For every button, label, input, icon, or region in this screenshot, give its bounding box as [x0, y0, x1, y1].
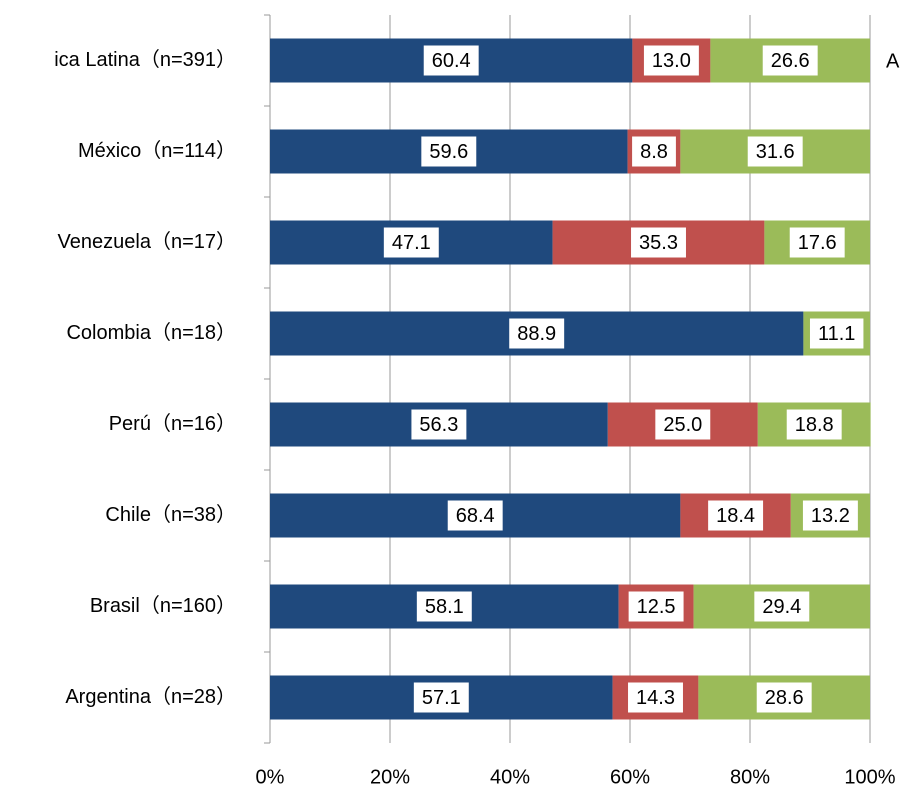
- value-label: 88.9: [517, 323, 556, 345]
- value-label: 18.8: [795, 414, 834, 436]
- value-label: 12.5: [637, 596, 676, 618]
- x-tick-label: 0%: [256, 766, 285, 788]
- value-label-box: [655, 409, 711, 440]
- value-label: 57.1: [422, 687, 461, 709]
- value-label: 14.3: [636, 687, 675, 709]
- value-label-box: [789, 227, 845, 258]
- value-label: 13.2: [811, 505, 850, 527]
- value-label: 56.3: [419, 414, 458, 436]
- value-label-box: [747, 136, 803, 167]
- value-label-box: [509, 318, 565, 349]
- y-tick-label: México（n=114）: [78, 139, 236, 162]
- value-label: 8.8: [640, 141, 668, 163]
- value-label: 18.4: [716, 505, 755, 527]
- value-label: 25.0: [663, 414, 702, 436]
- value-label: 31.6: [756, 141, 795, 163]
- y-tick-label: Perú（n=16）: [109, 412, 236, 435]
- value-label: 58.1: [425, 596, 464, 618]
- value-label-box: [708, 500, 764, 531]
- value-label-box: [802, 500, 858, 531]
- value-label: 11.1: [818, 323, 855, 345]
- y-tick-label: Colombia（n=18）: [66, 321, 236, 344]
- y-tick-label: Chile（n=38）: [105, 503, 236, 526]
- x-tick-label: 100%: [844, 766, 895, 788]
- y-tick-label: Brasil（n=160）: [90, 594, 236, 617]
- x-tick-label: 40%: [490, 766, 530, 788]
- value-label: 26.6: [771, 50, 810, 72]
- value-label-box: [809, 318, 864, 349]
- value-label-box: [628, 682, 683, 713]
- value-label-box: [421, 136, 477, 167]
- value-label: 29.4: [762, 596, 801, 618]
- value-label-box: [754, 591, 810, 622]
- value-label-box: [411, 409, 467, 440]
- value-label-box: [632, 136, 676, 167]
- value-label: 47.1: [392, 232, 431, 254]
- value-label-box: [413, 682, 469, 713]
- value-label-box: [631, 227, 686, 258]
- value-label: 60.4: [432, 50, 471, 72]
- x-tick-label: 80%: [730, 766, 770, 788]
- value-label: 59.6: [429, 141, 468, 163]
- y-tick-label: Argentina（n=28）: [65, 685, 236, 708]
- value-label: 68.4: [456, 505, 495, 527]
- value-label: 13.0: [652, 50, 691, 72]
- value-label-box: [762, 45, 818, 76]
- x-tick-label: 20%: [370, 766, 410, 788]
- y-tick-label: ica Latina（n=391）: [54, 48, 236, 71]
- x-tick-label: 60%: [610, 766, 650, 788]
- value-label: 35.3: [639, 232, 678, 254]
- value-label-box: [416, 591, 472, 622]
- value-label-box: [447, 500, 503, 531]
- value-label-box: [628, 591, 684, 622]
- value-label-box: [786, 409, 842, 440]
- value-label: 28.6: [765, 687, 804, 709]
- annotation: A: [886, 50, 900, 72]
- value-label-box: [643, 45, 699, 76]
- y-tick-label: Venezuela（n=17）: [58, 230, 236, 253]
- value-label-box: [383, 227, 439, 258]
- value-label-box: [756, 682, 812, 713]
- value-label: 17.6: [798, 232, 837, 254]
- value-label-box: [423, 45, 479, 76]
